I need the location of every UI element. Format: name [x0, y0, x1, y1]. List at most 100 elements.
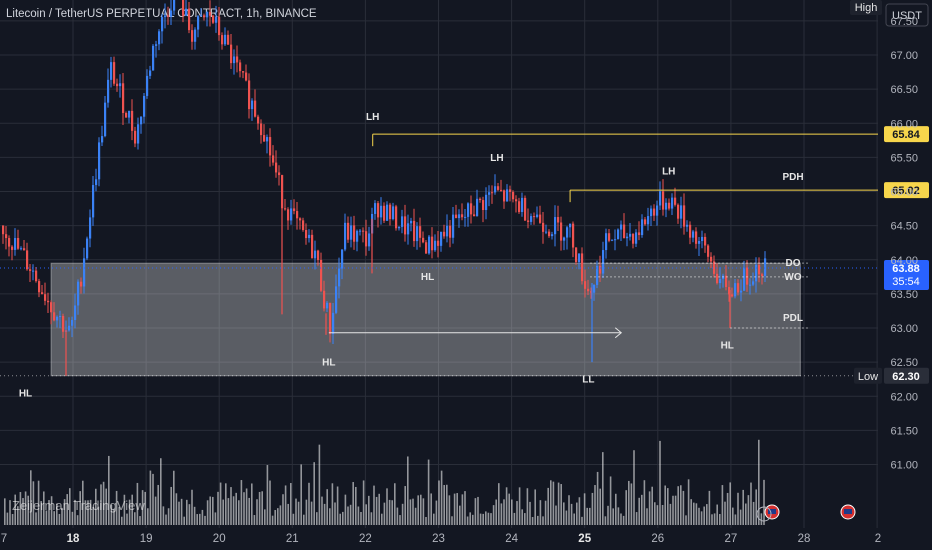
candle-body [677, 204, 680, 219]
volume-bar [167, 508, 170, 525]
candle-body [545, 231, 548, 233]
y-axis-tick: 61.50 [890, 425, 918, 437]
volume-bar [121, 516, 123, 525]
volume-bar [370, 512, 373, 525]
volume-bar [420, 494, 422, 525]
volume-bar [173, 470, 175, 525]
candle-body [134, 130, 137, 144]
volume-bar [27, 495, 29, 525]
volume-bar [513, 512, 516, 525]
candle-body [515, 199, 518, 202]
volume-bar [394, 483, 396, 525]
candle-body [389, 204, 392, 220]
candle-body [140, 116, 143, 125]
candle-body [737, 283, 740, 293]
candle-body [32, 270, 35, 272]
volume-bar [490, 513, 492, 525]
candle-body [578, 253, 581, 263]
candle-body [131, 110, 134, 131]
volume-bar [339, 513, 341, 525]
y-axis-tick: 62.00 [890, 391, 918, 403]
volume-bar [40, 501, 42, 525]
candle-body [230, 44, 233, 64]
candle-body [425, 242, 428, 254]
y-axis-tick: 67.50 [890, 16, 918, 28]
candle-body [683, 205, 686, 227]
volume-bar [287, 503, 289, 525]
candle-body [317, 250, 320, 260]
y-axis-tick: 66.50 [890, 84, 918, 96]
candle-body [119, 83, 122, 87]
candle-body [101, 136, 104, 143]
volume-bar [32, 481, 35, 525]
volume-bar [674, 495, 677, 525]
volume-bar [24, 491, 27, 525]
candle-body [551, 234, 554, 237]
volume-bar [557, 482, 560, 525]
candle-body [314, 250, 317, 259]
volume-bar [396, 507, 399, 525]
volume-bar [37, 480, 40, 525]
volume-bar [61, 507, 63, 525]
candle-body [758, 264, 761, 275]
candle-body [92, 185, 95, 218]
candle-body [284, 208, 287, 210]
volume-bar [508, 493, 510, 525]
volume-bar [706, 504, 708, 525]
volume-bar [279, 505, 282, 525]
volume-bar [357, 506, 360, 525]
event-marker-icon[interactable] [756, 506, 772, 522]
volume-bar [222, 499, 224, 525]
candle-body [614, 239, 617, 241]
candle-body [203, 15, 206, 18]
candle-body [548, 231, 551, 237]
candle-body [269, 137, 272, 156]
volume-bar [50, 496, 53, 525]
structure-label: HL [322, 358, 335, 369]
volume-bar [518, 487, 521, 525]
candle-body [506, 189, 509, 202]
volume-bar [589, 507, 591, 525]
volume-bar [422, 498, 425, 525]
volume-bar [485, 511, 487, 525]
volume-bar [134, 512, 136, 525]
volume-bar [542, 516, 544, 525]
candle-body [245, 72, 248, 81]
candle-body [437, 240, 440, 246]
volume-bar [544, 500, 547, 525]
candle-body [635, 232, 638, 244]
candle-body [155, 44, 158, 46]
candle-body [686, 224, 689, 227]
candle-body [26, 250, 29, 270]
candle-body [17, 238, 20, 249]
candle-body [50, 302, 53, 313]
candle-body [29, 269, 32, 271]
volume-bar [170, 486, 172, 525]
volume-bar [479, 513, 482, 525]
volume-bar [256, 499, 258, 525]
candle-body [761, 274, 764, 276]
volume-bar [30, 470, 32, 525]
volume-bar [310, 501, 313, 525]
volume-bar [594, 485, 596, 525]
candle-body [311, 234, 314, 259]
candle-body [125, 112, 128, 118]
candle-body [221, 35, 224, 45]
candle-body [305, 229, 308, 239]
y-axis-tick: 65.50 [890, 152, 918, 164]
candle-body [695, 231, 698, 244]
candle-body [113, 62, 116, 84]
candle-body [482, 200, 485, 211]
y-axis-tick: 64.50 [890, 221, 918, 233]
candle-body [566, 227, 569, 238]
volume-bar [355, 486, 357, 525]
volume-bar [500, 503, 503, 525]
structure-label: LL [582, 375, 594, 386]
candle-body [257, 116, 260, 124]
currency-button[interactable] [885, 3, 929, 27]
currency-label: USDT [892, 10, 922, 22]
volume-bar [534, 489, 536, 525]
countdown-label: 35:54 [892, 276, 920, 288]
volume-bar [487, 512, 490, 525]
